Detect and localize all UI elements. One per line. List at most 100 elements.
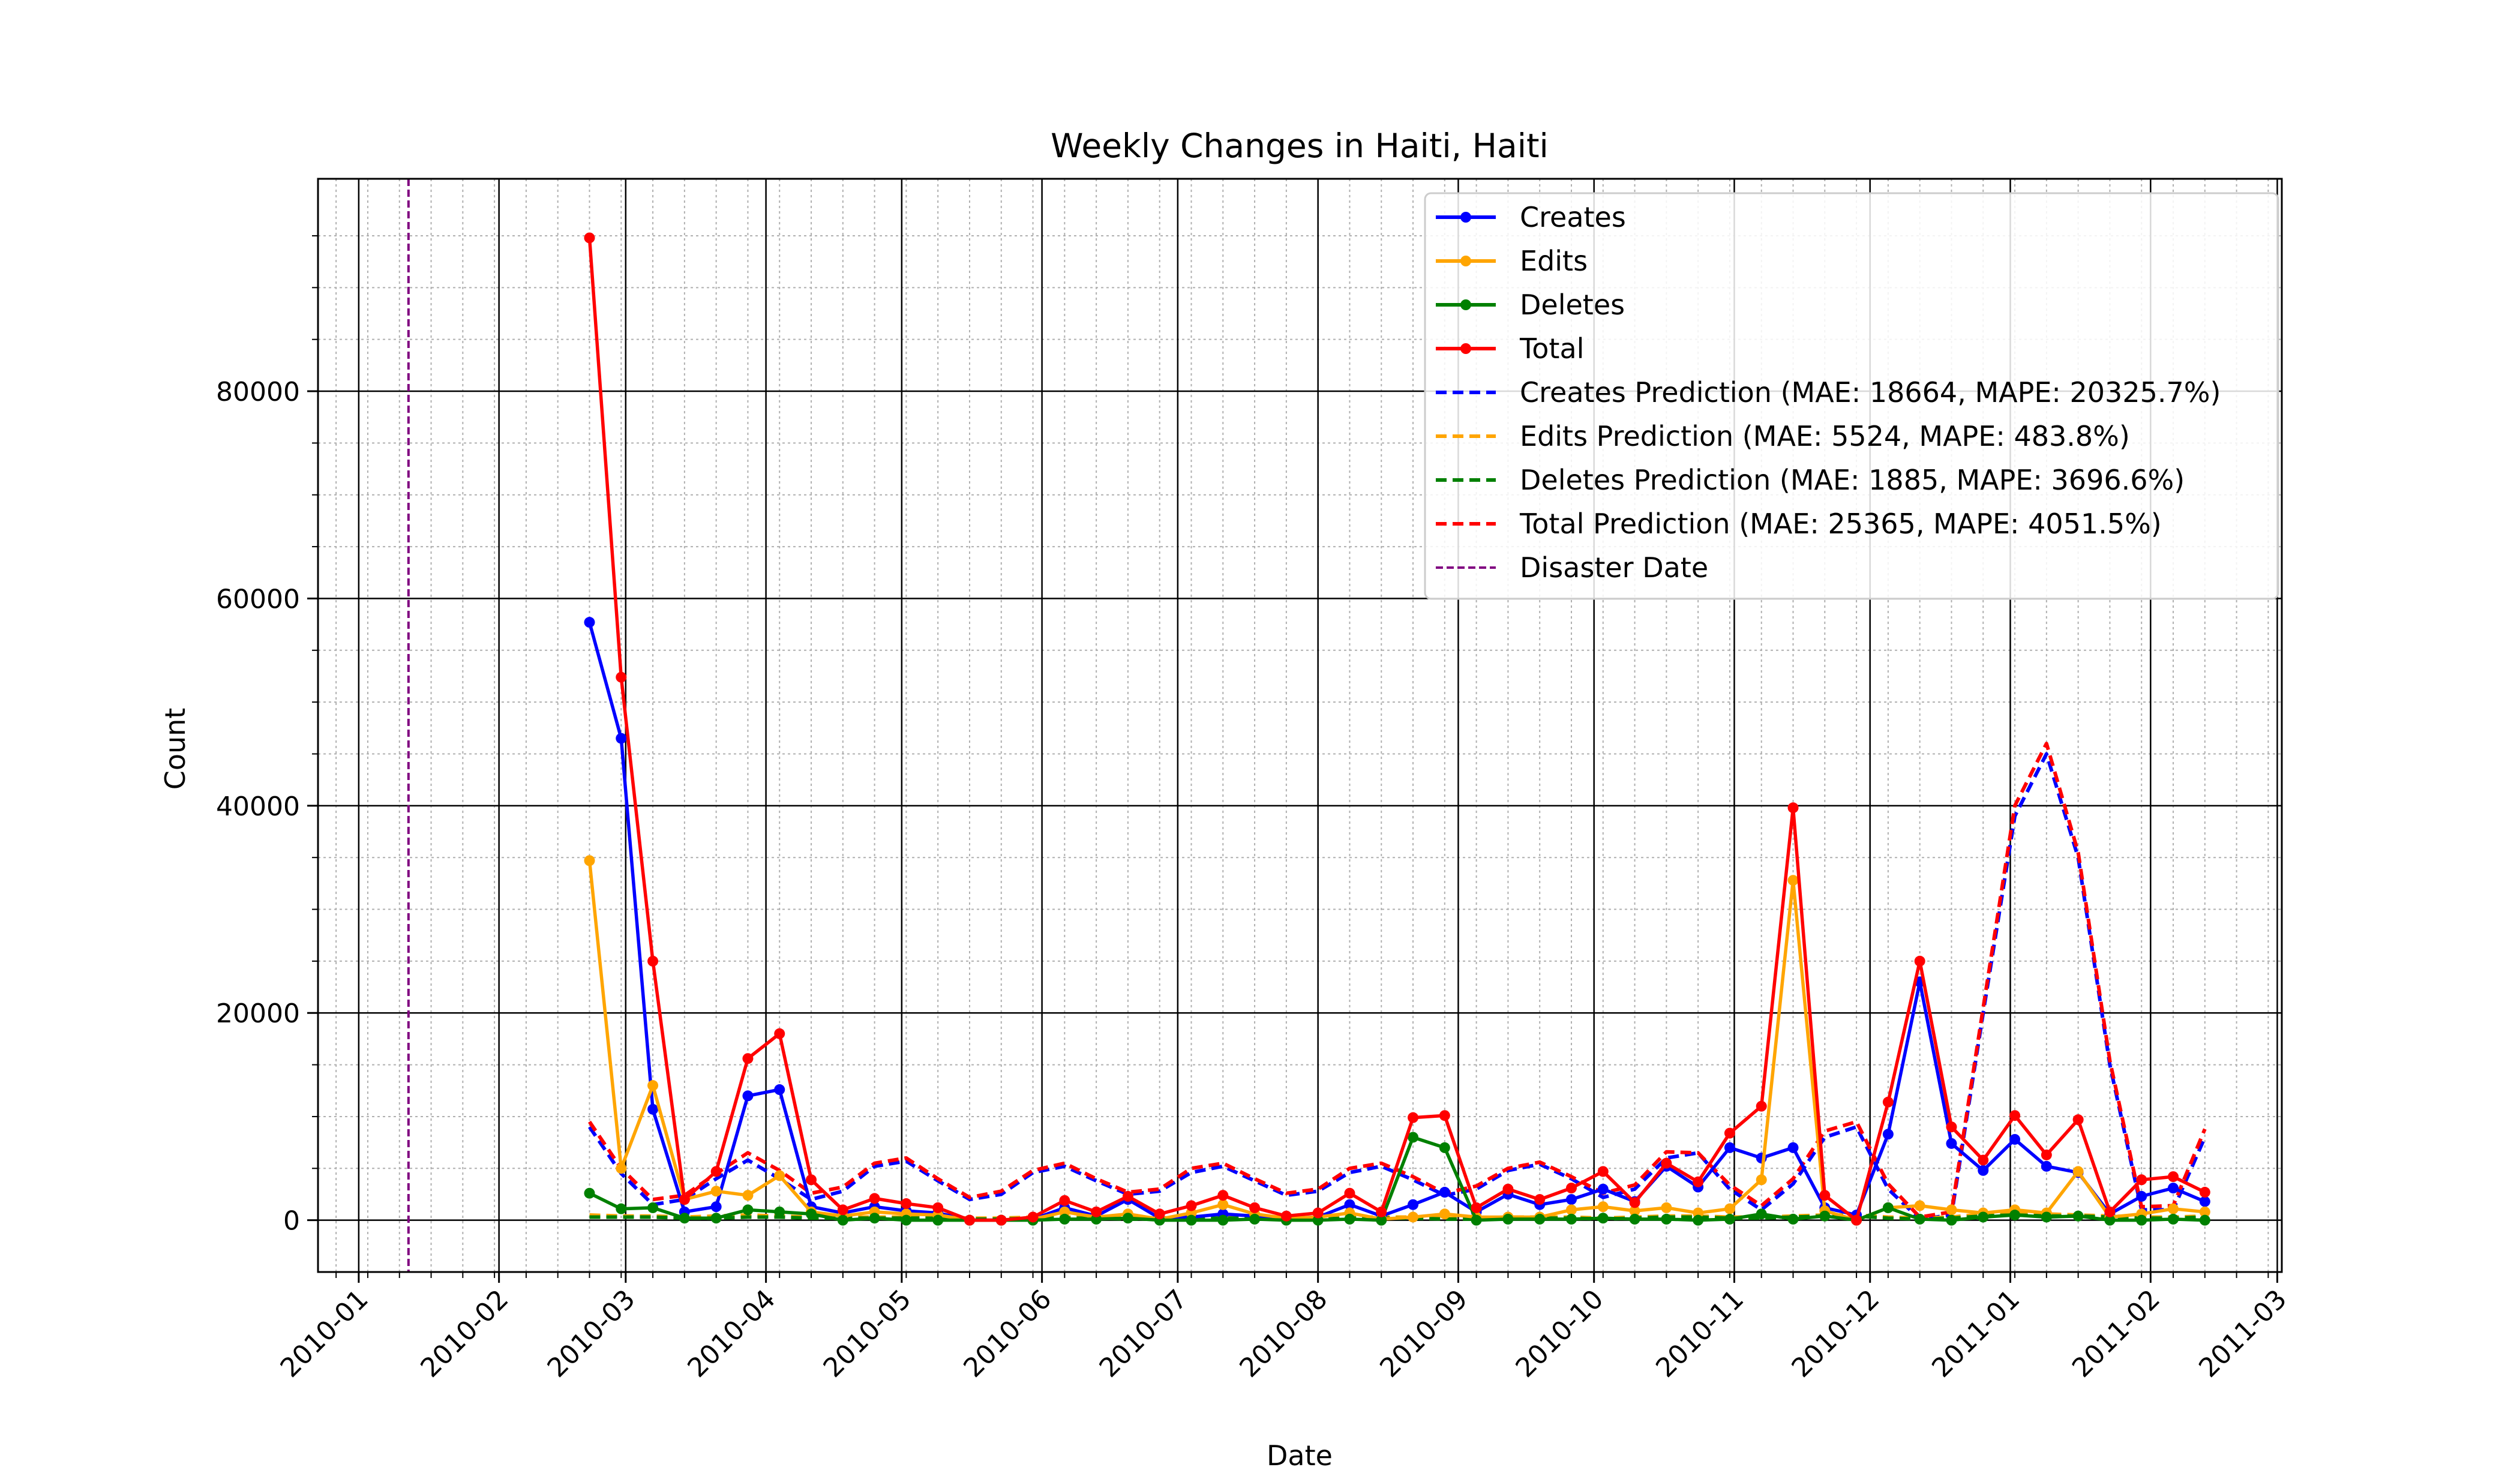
data-point-creates [1882,1129,1894,1140]
y-tick-label: 20000 [216,998,300,1029]
legend-label: Deletes [1520,289,1625,321]
y-axis-ticks: 0 20000 40000 60000 80000 [216,235,318,1237]
data-point-deletes [1249,1213,1261,1225]
data-point-total [1978,1154,1989,1166]
data-point-total [647,955,659,967]
data-point-total [1693,1176,1704,1187]
series-line-total [587,238,2206,1222]
data-point-total [616,671,627,683]
data-point-total [1312,1207,1324,1219]
data-point-creates [1408,1199,1419,1210]
data-point-total [869,1193,880,1204]
data-point-total [932,1202,944,1213]
y-axis-title: Count [159,708,191,790]
data-point-total [837,1204,848,1216]
data-point-total [710,1166,722,1177]
data-point-total [1027,1211,1039,1223]
x-axis-title: Date [1267,1439,1333,1470]
y-tick-label: 60000 [216,584,300,614]
data-point-creates [1978,1165,1989,1176]
data-point-creates [742,1090,754,1102]
data-point-edits [1629,1205,1640,1217]
data-point-creates [647,1103,659,1115]
data-point-total [1882,1096,1894,1108]
data-point-deletes [1059,1213,1070,1225]
data-point-total [1629,1197,1640,1208]
data-point-deletes [2136,1214,2147,1226]
data-point-deletes [1693,1214,1704,1226]
data-point-creates [1724,1142,1735,1153]
data-point-edits [2072,1166,2084,1177]
data-point-deletes [1946,1214,1957,1226]
data-point-deletes [1914,1213,1925,1225]
data-point-deletes [647,1202,659,1213]
data-point-deletes [2009,1210,2021,1221]
data-point-deletes [1534,1213,1546,1225]
data-point-total [1217,1190,1229,1201]
data-point-deletes [584,1187,595,1199]
data-point-creates [710,1201,722,1213]
data-point-total [1408,1112,1419,1123]
data-point-total [1565,1183,1577,1194]
data-point-total [1819,1190,1831,1201]
data-point-deletes [1376,1214,1387,1226]
data-point-deletes [1882,1202,1894,1213]
data-point-total [2072,1114,2084,1126]
data-point-total [1344,1187,1355,1199]
data-point-edits [1217,1199,1229,1210]
data-point-total [901,1198,912,1210]
data-point-creates [2199,1196,2210,1207]
legend-label: Edits Prediction (MAE: 5524, MAPE: 483.8… [1520,420,2130,452]
data-point-deletes [1471,1214,1482,1226]
legend-label: Total Prediction (MAE: 25365, MAPE: 4051… [1519,508,2162,540]
data-point-edits [1661,1202,1672,1213]
series-line-edits [587,860,2206,1222]
data-point-total [1914,955,1925,967]
data-point-total [1946,1121,1957,1133]
chart-title: Weekly Changes in Haiti, Haiti [1051,127,1549,165]
y-tick-label: 80000 [216,377,300,407]
data-point-edits [1724,1203,1735,1214]
data-point-creates [2009,1133,2021,1145]
data-point-edits [1408,1211,1419,1223]
data-point-edits [2168,1203,2179,1214]
legend-marker [1460,212,1471,223]
data-point-deletes [1978,1211,1989,1223]
data-point-deletes [710,1213,722,1224]
data-point-edits [1565,1204,1577,1216]
data-point-total [1186,1200,1197,1211]
data-point-creates [1787,1142,1799,1153]
data-point-edits [647,1080,659,1091]
data-point-edits [2199,1206,2210,1217]
data-point-total [1471,1202,1482,1213]
data-point-total [2168,1171,2179,1183]
data-point-deletes [616,1203,627,1214]
data-point-total [1502,1183,1514,1195]
data-point-deletes [742,1204,754,1216]
data-point-creates [2136,1190,2147,1202]
data-point-total [1376,1206,1387,1217]
data-point-total [2009,1110,2021,1121]
data-point-deletes [1186,1214,1197,1226]
data-point-deletes [1502,1213,1514,1225]
legend-box [1424,192,2279,600]
legend-label: Deletes Prediction (MAE: 1885, MAPE: 369… [1520,464,2185,496]
series-line-creates [587,622,2206,1222]
legend-label: Creates [1520,201,1626,233]
data-point-total [742,1053,754,1064]
data-point-deletes [1122,1213,1133,1224]
data-point-deletes [679,1213,690,1224]
data-point-creates [1597,1183,1609,1195]
data-point-deletes [2104,1214,2116,1226]
data-point-creates [584,617,595,628]
series-line-total-prediction [588,742,2207,1219]
data-point-total [1851,1214,1862,1226]
legend-label: Creates Prediction (MAE: 18664, MAPE: 20… [1520,376,2221,409]
data-point-total [2104,1206,2116,1217]
data-point-deletes [1597,1213,1609,1224]
data-point-creates [1946,1138,1957,1149]
legend-label: Edits [1520,245,1588,277]
data-point-edits [1914,1200,1925,1211]
data-point-total [774,1028,785,1039]
